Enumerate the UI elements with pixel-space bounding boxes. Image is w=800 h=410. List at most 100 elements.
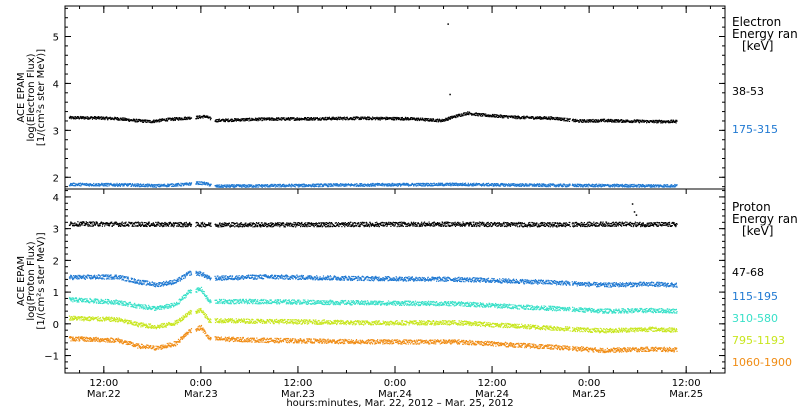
- data-point: [278, 186, 280, 188]
- data-point: [98, 116, 100, 118]
- data-point: [352, 117, 354, 119]
- data-point: [298, 118, 300, 120]
- data-point: [340, 118, 342, 120]
- data-point: [655, 120, 658, 122]
- data-point: [185, 117, 187, 119]
- data-point: [207, 182, 209, 184]
- data-point: [111, 184, 113, 186]
- data-point: [102, 183, 104, 185]
- data-point: [231, 118, 233, 120]
- y-axis-label: [1/(cm²s ster MeV)]: [36, 232, 47, 329]
- data-point: [309, 119, 311, 121]
- data-point: [127, 183, 129, 185]
- data-point: [85, 183, 87, 185]
- data-point: [288, 185, 290, 187]
- data-point: [604, 118, 606, 120]
- data-point: [111, 118, 113, 120]
- data-point: [261, 117, 263, 119]
- data-point: [86, 224, 89, 226]
- data-point: [313, 186, 316, 188]
- data-point: [170, 118, 172, 120]
- data-point: [229, 184, 231, 186]
- data-point: [330, 184, 332, 186]
- data-point: [140, 185, 142, 188]
- data-point: [101, 183, 103, 185]
- data-point: [152, 121, 154, 123]
- data-point: [335, 225, 337, 228]
- data-point: [667, 121, 669, 123]
- data-point: [374, 185, 376, 187]
- data-point: [609, 118, 611, 121]
- data-point: [448, 117, 450, 119]
- data-point: [348, 118, 350, 121]
- data-point: [315, 183, 317, 185]
- data-point: [328, 185, 330, 187]
- data-point: [180, 119, 182, 121]
- data-point: [243, 186, 245, 188]
- y-tick-label: 2: [53, 173, 59, 184]
- data-point: [390, 117, 392, 119]
- data-point: [275, 184, 277, 186]
- data-point: [485, 185, 487, 187]
- data-point: [600, 118, 602, 120]
- data-point: [360, 116, 362, 118]
- data-point: [547, 118, 549, 120]
- data-point: [79, 182, 81, 184]
- data-point: [198, 115, 200, 117]
- data-point: [500, 114, 503, 116]
- data-point: [217, 121, 219, 123]
- data-point: [594, 119, 596, 121]
- data-point: [464, 182, 467, 184]
- data-point: [562, 117, 564, 119]
- data-point: [487, 114, 489, 116]
- data-point: [479, 114, 481, 116]
- data-point: [226, 186, 228, 188]
- data-point: [190, 117, 193, 119]
- data-point: [265, 118, 267, 120]
- data-point: [481, 115, 483, 117]
- data-point: [87, 183, 89, 185]
- data-point: [256, 118, 258, 120]
- data-point: [86, 184, 88, 187]
- data-point: [343, 116, 345, 118]
- data-point: [413, 185, 415, 187]
- data-point: [619, 120, 622, 122]
- data-point: [395, 119, 398, 121]
- data-point: [559, 117, 561, 119]
- data-point: [166, 186, 168, 188]
- data-point: [548, 117, 550, 119]
- data-point: [529, 117, 531, 119]
- data-point: [196, 116, 198, 118]
- data-point: [188, 117, 190, 119]
- data-point: [146, 184, 148, 186]
- data-point: [238, 226, 240, 228]
- data-point: [387, 118, 389, 120]
- data-point: [255, 118, 257, 120]
- data-point: [209, 119, 212, 121]
- data-point: [669, 122, 671, 124]
- data-point: [329, 117, 331, 119]
- data-point: [137, 225, 139, 227]
- data-point: [444, 118, 446, 120]
- data-point: [239, 185, 241, 187]
- data-point: [132, 120, 134, 122]
- data-point: [409, 118, 411, 120]
- data-point: [281, 119, 283, 121]
- data-point: [153, 186, 155, 188]
- data-point: [84, 117, 86, 119]
- data-point: [159, 185, 162, 187]
- data-point: [278, 185, 280, 187]
- data-point: [124, 118, 126, 120]
- data-point: [266, 185, 268, 187]
- data-point: [123, 184, 126, 186]
- data-point: [220, 186, 222, 188]
- data-point: [243, 184, 245, 186]
- data-point: [222, 120, 225, 122]
- data-point: [393, 119, 395, 121]
- data-point: [154, 121, 156, 123]
- data-point: [331, 183, 333, 185]
- data-point: [653, 121, 655, 123]
- data-point: [524, 118, 526, 120]
- data-point: [538, 185, 540, 187]
- data-point: [462, 182, 464, 184]
